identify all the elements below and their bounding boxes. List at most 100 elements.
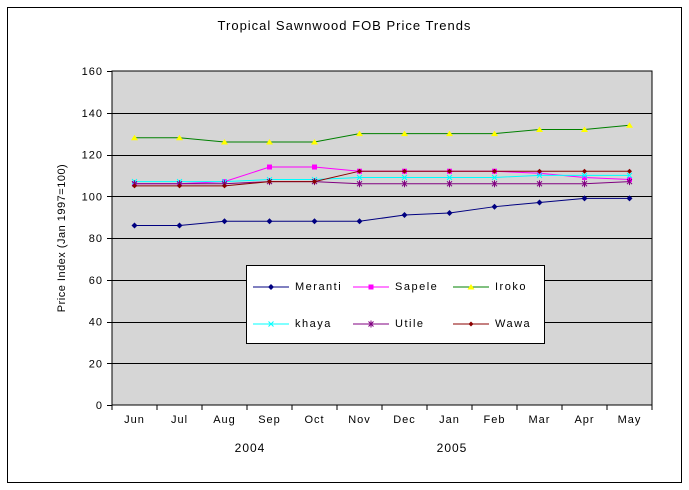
- data-point-marker: [312, 164, 317, 170]
- data-point-marker: [582, 174, 587, 180]
- year-label: 2004: [235, 441, 266, 455]
- legend-item-meranti: Meranti: [252, 281, 352, 293]
- data-point-marker: [356, 174, 363, 181]
- data-point-marker: [581, 172, 588, 179]
- data-point-marker: [627, 168, 632, 174]
- sapele-line-sample-icon: [353, 284, 389, 289]
- x-tick-label: Aug: [213, 414, 236, 426]
- y-tick-label: 140: [82, 108, 103, 120]
- series-line-meranti: [134, 197, 630, 226]
- data-point-marker: [221, 138, 228, 145]
- data-point-marker: [357, 168, 362, 174]
- data-point-marker: [626, 172, 633, 179]
- y-tick-label: 60: [89, 275, 103, 287]
- data-point-marker: [267, 179, 272, 185]
- data-point-marker: [402, 168, 407, 174]
- data-point-marker: [536, 199, 543, 206]
- data-point-marker: [468, 321, 474, 326]
- data-point-marker: [176, 134, 183, 141]
- y-tick-label: 80: [89, 233, 103, 245]
- iroko-line-sample-icon: [453, 283, 489, 289]
- legend-label-iroko: Iroko: [495, 280, 527, 293]
- data-point-marker: [368, 320, 374, 327]
- khaya-line-sample-icon: [253, 320, 289, 327]
- series-line-utile: [134, 181, 630, 185]
- data-point-marker: [311, 218, 318, 225]
- data-point-marker: [536, 180, 543, 188]
- data-point-marker: [267, 164, 272, 170]
- x-tick-label: Sep: [258, 414, 281, 426]
- series-line-khaya: [134, 174, 630, 183]
- x-tick-label: Dec: [393, 414, 416, 426]
- data-point-marker: [401, 130, 408, 137]
- data-point-marker: [582, 168, 587, 174]
- x-tick-label: Nov: [348, 414, 371, 426]
- data-point-marker: [581, 195, 588, 202]
- y-tick-label: 40: [89, 317, 103, 329]
- x-tick-label: Jul: [171, 414, 188, 426]
- data-point-marker: [446, 174, 453, 181]
- x-tick-label: Feb: [484, 414, 506, 426]
- chart-title: Tropical Sawnwood FOB Price Trends: [217, 18, 472, 33]
- data-point-marker: [491, 130, 498, 137]
- data-point-marker: [401, 174, 408, 181]
- legend-item-sapele: Sapele: [352, 281, 452, 293]
- data-point-marker: [356, 218, 363, 225]
- data-point-marker: [446, 130, 453, 137]
- data-point-marker: [266, 138, 273, 145]
- data-point-marker: [447, 168, 452, 174]
- legend-label-sapele: Sapele: [395, 280, 439, 293]
- legend-label-wawa: Wawa: [495, 317, 532, 330]
- legend-item-iroko: Iroko: [452, 281, 545, 293]
- legend-item-wawa: Wawa: [452, 318, 545, 330]
- year-label: 2005: [437, 441, 468, 455]
- meranti-line-sample-icon: [253, 283, 289, 290]
- legend-label-khaya: khaya: [295, 317, 332, 330]
- x-tick-label: Apr: [574, 414, 594, 426]
- series-line-wawa: [134, 170, 630, 187]
- data-point-marker: [131, 134, 138, 141]
- data-point-marker: [401, 180, 408, 188]
- data-point-marker: [222, 183, 227, 189]
- data-point-marker: [311, 138, 318, 145]
- data-point-marker: [491, 180, 498, 188]
- legend-label-meranti: Meranti: [295, 280, 343, 293]
- data-point-marker: [581, 126, 588, 132]
- data-point-marker: [537, 168, 542, 174]
- data-point-marker: [536, 172, 543, 179]
- data-point-marker: [446, 209, 453, 216]
- data-point-marker: [356, 180, 363, 188]
- x-tick-label: Jun: [124, 414, 145, 426]
- data-point-marker: [356, 130, 363, 137]
- data-point-marker: [626, 178, 633, 186]
- data-point-marker: [266, 218, 273, 225]
- data-point-marker: [176, 222, 183, 229]
- data-point-marker: [446, 180, 453, 188]
- y-tick-label: 120: [82, 150, 103, 162]
- series-line-iroko: [134, 124, 630, 143]
- data-point-marker: [467, 283, 475, 289]
- legend-label-utile: Utile: [395, 317, 425, 330]
- chart-frame: [7, 7, 682, 483]
- utile-line-sample-icon: [353, 320, 389, 327]
- data-point-marker: [131, 222, 138, 229]
- data-point-marker: [581, 180, 588, 188]
- x-tick-label: Jan: [439, 414, 460, 426]
- data-point-marker: [626, 195, 633, 202]
- data-point-marker: [368, 284, 374, 289]
- data-point-marker: [268, 320, 274, 327]
- data-point-marker: [401, 212, 408, 219]
- x-tick-label: Oct: [304, 414, 324, 426]
- y-tick-label: 20: [89, 358, 103, 370]
- y-tick-label: 0: [96, 400, 103, 412]
- legend-item-utile: Utile: [352, 318, 452, 330]
- data-point-marker: [221, 218, 228, 225]
- data-point-marker: [177, 183, 182, 189]
- legend: Meranti Sapele Iroko khaya Utile Wawa: [246, 265, 545, 344]
- y-tick-label: 160: [82, 66, 103, 78]
- wawa-line-sample-icon: [453, 321, 489, 326]
- data-point-marker: [536, 126, 543, 132]
- data-point-marker: [268, 283, 274, 290]
